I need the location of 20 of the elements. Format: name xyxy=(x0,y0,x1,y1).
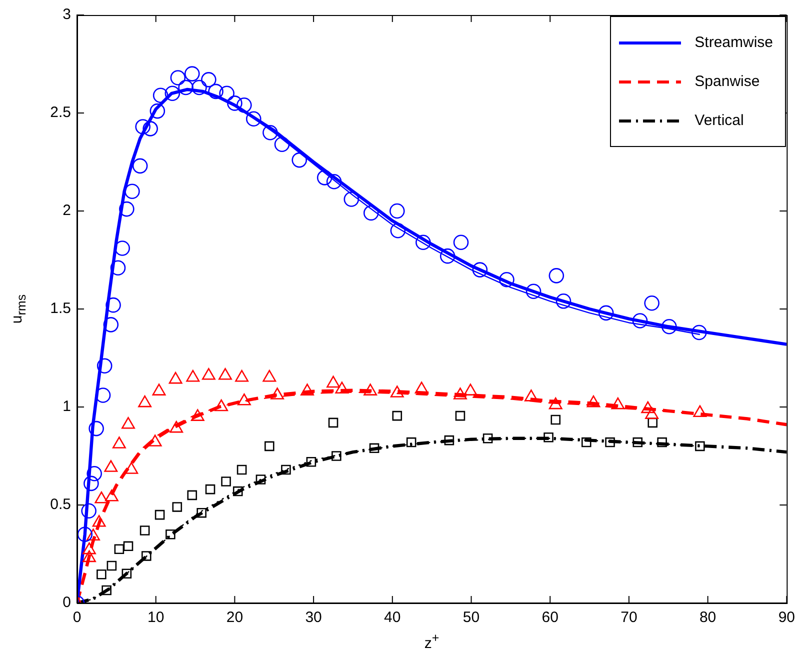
x-tick-label: 80 xyxy=(699,609,716,626)
x-tick-label: 10 xyxy=(148,609,164,626)
y-tick-label: 0 xyxy=(62,594,71,612)
x-tick-label: 90 xyxy=(778,609,795,626)
legend-label: Spanwise xyxy=(694,73,760,90)
legend-label: Streamwise xyxy=(694,34,774,51)
x-tick-label: 40 xyxy=(384,609,401,626)
x-tick-label: 70 xyxy=(620,609,638,626)
x-tick-label: 50 xyxy=(462,609,480,626)
x-tick-label: 60 xyxy=(542,609,558,626)
legend-label: Vertical xyxy=(694,112,744,129)
x-tick-label: 20 xyxy=(226,609,244,626)
x-tick-label: 30 xyxy=(305,609,322,626)
y-tick-label: 1.5 xyxy=(50,300,71,318)
y-tick-label: 3 xyxy=(62,6,71,24)
x-axis-title: z$^{+}$ xyxy=(424,631,440,652)
y-tick-label: 2 xyxy=(62,202,71,220)
y-tick-label: 2.5 xyxy=(50,104,71,122)
y-tick-label: 1 xyxy=(62,398,71,416)
y-tick-label: 0.5 xyxy=(50,496,71,514)
